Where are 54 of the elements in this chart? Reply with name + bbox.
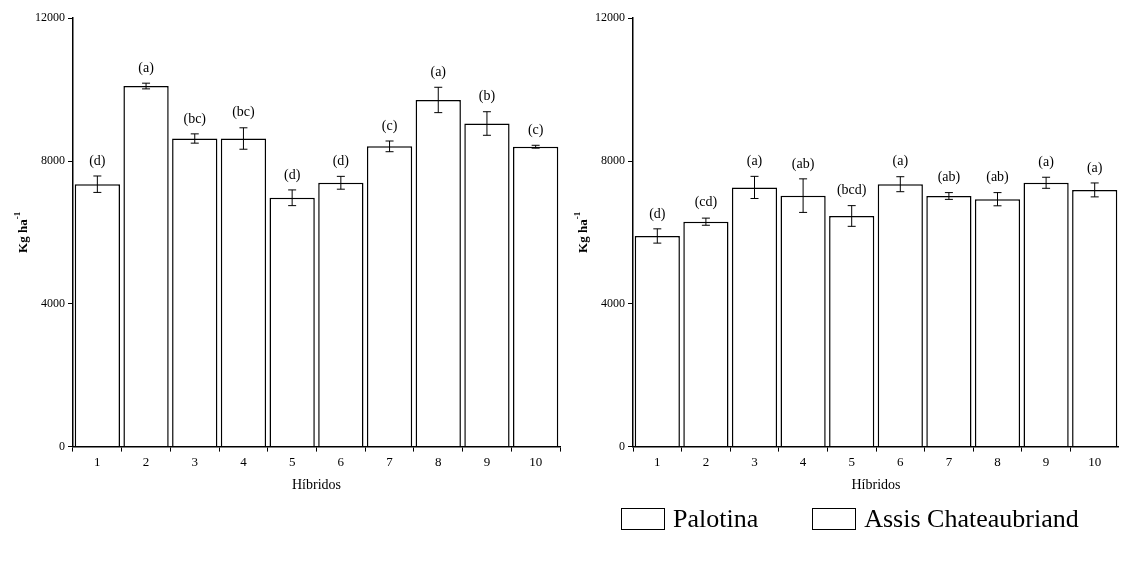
x-tick-label: 3 (751, 453, 758, 469)
x-tick-label: 1 (654, 453, 661, 469)
x-tick-label: 8 (435, 453, 442, 469)
x-tick-label: 7 (386, 453, 394, 469)
y-tick-label: 8000 (601, 153, 625, 168)
x-tick-label: 2 (702, 453, 710, 469)
annotation: (ab) (937, 169, 961, 186)
annotation: (ab) (986, 169, 1010, 186)
x-tick-label: 10 (1088, 453, 1102, 469)
x-tick-label: 10 (529, 453, 543, 469)
text: Palotina (673, 504, 759, 534)
x-tick-label: 5 (288, 453, 296, 469)
annotation: (b) (478, 88, 496, 105)
annotation: (d) (89, 152, 106, 169)
y-tick-label: 12000 (35, 10, 65, 25)
y-tick-label: 4000 (41, 295, 65, 310)
annotation: (a) (1086, 159, 1103, 176)
annotation: (cd) (694, 194, 718, 211)
y-axis-title: Kg ha-1 (12, 211, 31, 253)
annotation: (bc) (183, 110, 207, 127)
annotation: (bcd) (836, 182, 867, 199)
annotation: (c) (381, 117, 398, 134)
y-tick-label: 0 (619, 438, 625, 453)
y-tick-label: 0 (59, 438, 65, 453)
y-tick-label: 4000 (601, 295, 625, 310)
annotation: (c) (527, 121, 544, 138)
x-tick-label: 6 (897, 453, 905, 469)
x-tick-label: 4 (240, 453, 248, 469)
annotation: (ab) (791, 155, 815, 172)
x-tick-label: 7 (945, 453, 953, 469)
annotation: (bc) (232, 104, 256, 121)
y-axis-title: Kg ha-1 (572, 211, 591, 253)
x-tick-label: 6 (337, 453, 345, 469)
annotation: (d) (332, 153, 350, 170)
y-tick-label: 12000 (595, 10, 625, 25)
x-tick-label: 9 (1042, 453, 1050, 469)
annotation: (d) (283, 166, 301, 183)
text: Assis Chateaubriand (864, 504, 1079, 534)
x-tick-label: 8 (994, 453, 1001, 469)
x-tick-label: 1 (94, 453, 101, 469)
x-tick-label: 2 (142, 453, 150, 469)
annotation: (a) (138, 59, 155, 76)
y-tick-label: 8000 (41, 153, 65, 168)
annotation: (a) (892, 153, 909, 170)
x-axis-title: Híbridos (292, 477, 341, 493)
annotation: (a) (746, 153, 763, 170)
x-axis-title: Híbridos (851, 477, 901, 493)
x-tick-label: 4 (799, 453, 807, 469)
x-tick-label: 9 (483, 453, 491, 469)
annotation: (d) (649, 205, 666, 222)
x-tick-label: 5 (848, 453, 855, 469)
x-tick-label: 3 (191, 453, 198, 469)
annotation: (a) (430, 63, 447, 80)
annotation: (a) (1038, 153, 1055, 170)
